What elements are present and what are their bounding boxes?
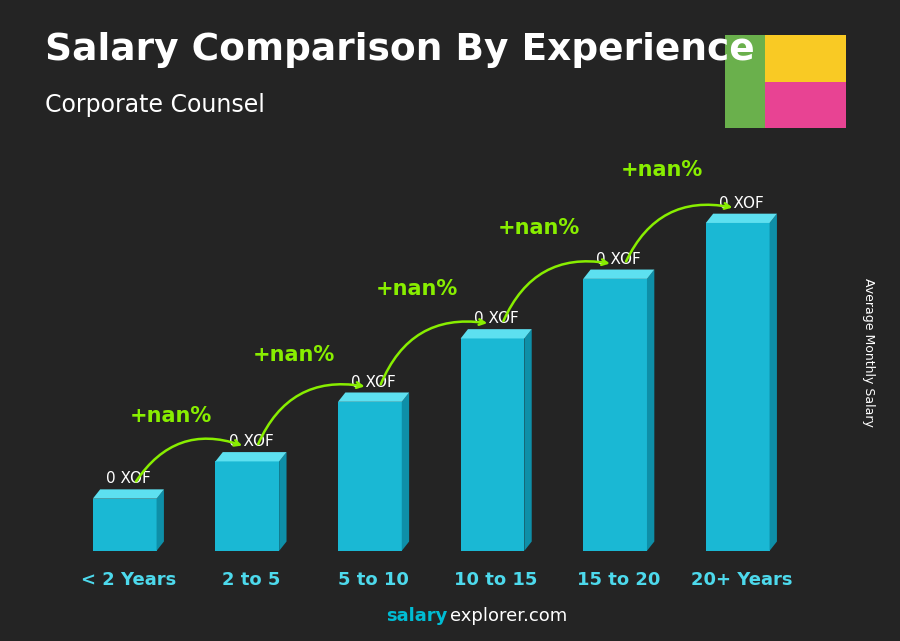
Polygon shape xyxy=(401,392,410,551)
Text: 5 to 10: 5 to 10 xyxy=(338,571,409,589)
Polygon shape xyxy=(215,452,286,462)
Text: 0 XOF: 0 XOF xyxy=(473,311,518,326)
Bar xyxy=(706,223,770,551)
Polygon shape xyxy=(647,270,654,551)
Bar xyxy=(338,402,401,551)
Text: 10 to 15: 10 to 15 xyxy=(454,571,538,589)
Text: < 2 Years: < 2 Years xyxy=(81,571,176,589)
Text: 15 to 20: 15 to 20 xyxy=(577,571,661,589)
Polygon shape xyxy=(770,213,777,551)
Text: Salary Comparison By Experience: Salary Comparison By Experience xyxy=(45,32,755,68)
Polygon shape xyxy=(706,213,777,223)
Bar xyxy=(461,338,525,551)
Text: salary: salary xyxy=(386,607,447,625)
Bar xyxy=(93,499,157,551)
Text: 0 XOF: 0 XOF xyxy=(719,196,764,211)
Polygon shape xyxy=(93,489,164,499)
Text: +nan%: +nan% xyxy=(621,160,703,180)
Text: 20+ Years: 20+ Years xyxy=(690,571,792,589)
Text: Corporate Counsel: Corporate Counsel xyxy=(45,93,265,117)
Text: 2 to 5: 2 to 5 xyxy=(221,571,280,589)
Bar xyxy=(724,35,765,128)
Text: explorer.com: explorer.com xyxy=(450,607,567,625)
Polygon shape xyxy=(525,329,532,551)
Polygon shape xyxy=(461,329,532,338)
Bar xyxy=(215,462,279,551)
Text: +nan%: +nan% xyxy=(375,279,457,299)
Text: +nan%: +nan% xyxy=(253,345,335,365)
Text: +nan%: +nan% xyxy=(498,218,580,238)
Polygon shape xyxy=(157,489,164,551)
Bar xyxy=(765,81,846,128)
Text: 0 XOF: 0 XOF xyxy=(106,471,150,487)
Text: 0 XOF: 0 XOF xyxy=(229,434,274,449)
Polygon shape xyxy=(279,452,286,551)
Polygon shape xyxy=(338,392,410,402)
Polygon shape xyxy=(583,270,654,279)
Text: 0 XOF: 0 XOF xyxy=(597,251,641,267)
Text: +nan%: +nan% xyxy=(130,406,212,426)
Text: 0 XOF: 0 XOF xyxy=(351,374,396,390)
Bar xyxy=(583,279,647,551)
Bar xyxy=(765,35,846,81)
Text: Average Monthly Salary: Average Monthly Salary xyxy=(862,278,875,427)
